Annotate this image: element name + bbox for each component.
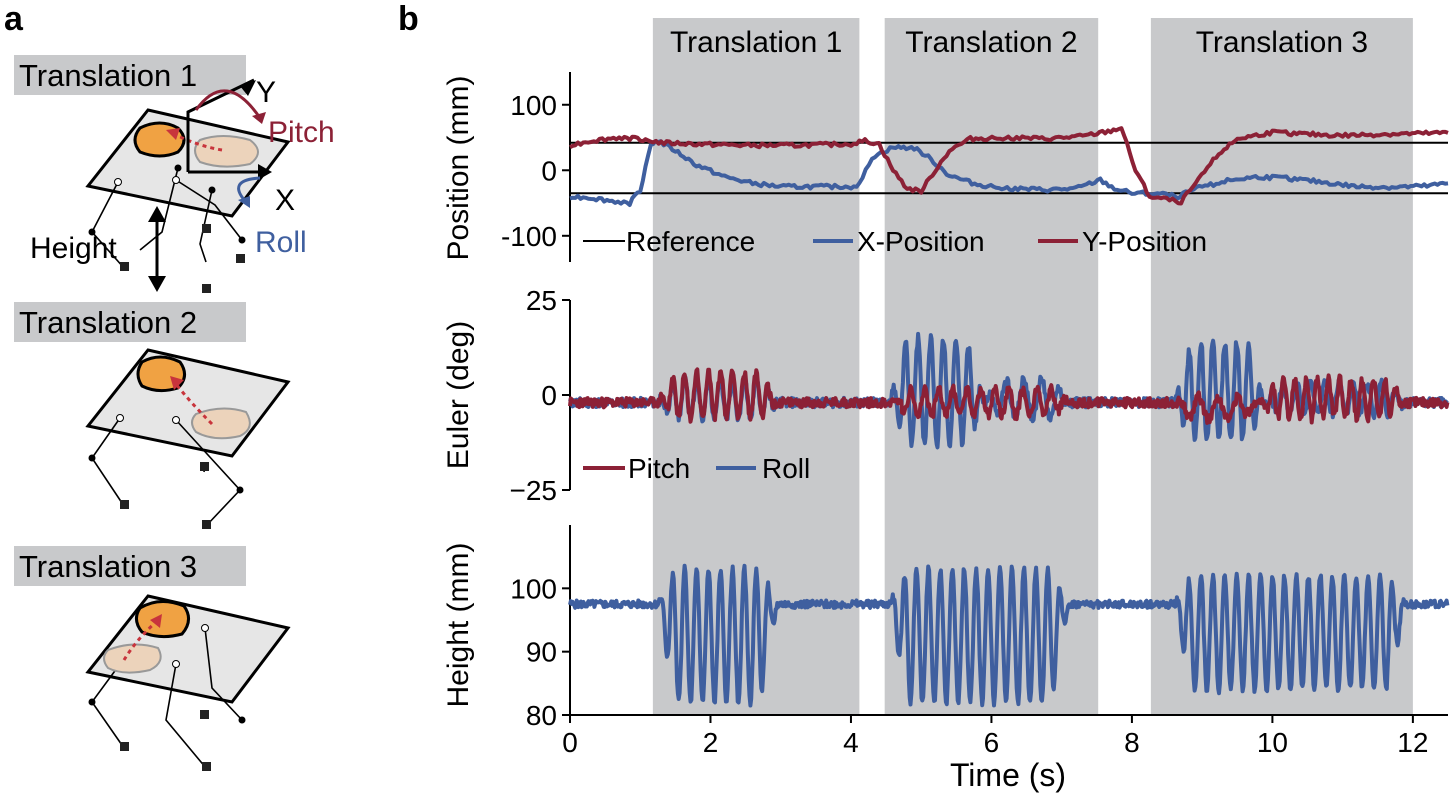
x-tick-label: 10 — [1257, 727, 1288, 758]
x-tick-label: 6 — [984, 727, 1000, 758]
legend-roll: Roll — [762, 453, 810, 484]
x-tick-label: 4 — [843, 727, 859, 758]
panel-a-label: a — [4, 0, 24, 38]
euler-plot: 25 0 −25 Euler (deg) Pitch Roll — [442, 285, 1450, 506]
translation-2-label-bg — [14, 302, 246, 342]
y-tick-label: 100 — [510, 90, 557, 121]
y-tick-label: 0 — [541, 155, 557, 186]
legend-y-position: Y-Position — [1082, 226, 1207, 257]
legend-pitch: Pitch — [628, 453, 690, 484]
start-pad-icon — [103, 643, 162, 674]
pitch-arrow-icon — [194, 89, 262, 119]
y-tick-label: -100 — [501, 221, 557, 252]
series-y-position — [569, 126, 1449, 206]
foot-icon — [120, 262, 129, 271]
foot-icon — [202, 284, 211, 293]
translation-3-label: Translation 3 — [19, 549, 197, 584]
shaded-region-label-3: Translation 3 — [1196, 26, 1368, 59]
robot-schematic-1: Y X Pitch Roll Height — [30, 76, 335, 293]
series-pitch — [568, 367, 1450, 425]
roll-label: Roll — [255, 226, 307, 259]
legend-reference: Reference — [626, 226, 755, 257]
foot-icon — [202, 762, 211, 771]
x-tick-label: 2 — [703, 727, 719, 758]
shaded-region-label-2: Translation 2 — [905, 26, 1077, 59]
axis-y-label: Y — [256, 76, 276, 109]
position-plot: 100 0 -100 Position (mm) Reference X-Posit… — [442, 72, 1449, 262]
x-tick-label: 8 — [1124, 727, 1140, 758]
foot-icon — [120, 742, 129, 751]
position-y-axis-label: Position (mm) — [442, 75, 475, 260]
x-tick-label: 12 — [1397, 727, 1428, 758]
height-plot: 100 90 80 0 2 4 6 8 10 12 Height (mm) Time (s) — [442, 525, 1450, 793]
series-height — [568, 563, 1450, 708]
robot-schematic-2 — [85, 348, 291, 529]
start-pad-icon — [191, 407, 251, 440]
start-pad-icon — [194, 135, 259, 168]
y-tick-label: 80 — [526, 700, 557, 731]
y-tick-label: 90 — [526, 637, 557, 668]
translation-1-label: Translation 1 — [19, 58, 197, 93]
panel-b-label: b — [398, 0, 419, 38]
euler-legend: Pitch Roll — [583, 453, 810, 484]
y-tick-label: 0 — [541, 380, 557, 411]
foot-icon — [200, 710, 209, 719]
height-y-axis-label: Height (mm) — [442, 542, 475, 707]
shaded-region-label-1: Translation 1 — [670, 26, 842, 59]
pitch-label: Pitch — [268, 116, 335, 149]
panel-a: a Translation 1 Y X — [4, 0, 335, 771]
euler-y-axis-label: Euler (deg) — [442, 321, 475, 469]
translation-3-label-bg — [14, 546, 246, 586]
translation-region-labels: Translation 1 Translation 2 Translation 3 — [670, 26, 1368, 59]
legend-x-position: X-Position — [857, 226, 985, 257]
target-pad-icon — [133, 121, 186, 158]
robot-schematic-3 — [85, 594, 291, 771]
y-tick-label: 100 — [510, 573, 557, 604]
x-tick-label: 0 — [562, 727, 578, 758]
y-tick-label: 25 — [526, 285, 557, 316]
x-axis-label: Time (s) — [950, 757, 1066, 793]
position-legend: Reference X-Position Y-Position — [583, 226, 1207, 257]
translation-1-label-bg — [14, 55, 246, 95]
series-x-position — [569, 139, 1449, 207]
y-tick-label: −25 — [510, 475, 558, 506]
translation-2-label: Translation 2 — [19, 305, 197, 340]
foot-icon — [202, 520, 211, 529]
axis-x-label: X — [275, 184, 295, 217]
foot-icon — [200, 462, 209, 471]
height-label: Height — [30, 232, 117, 265]
foot-icon — [236, 254, 245, 263]
foot-icon — [120, 500, 129, 509]
foot-icon — [202, 224, 211, 233]
